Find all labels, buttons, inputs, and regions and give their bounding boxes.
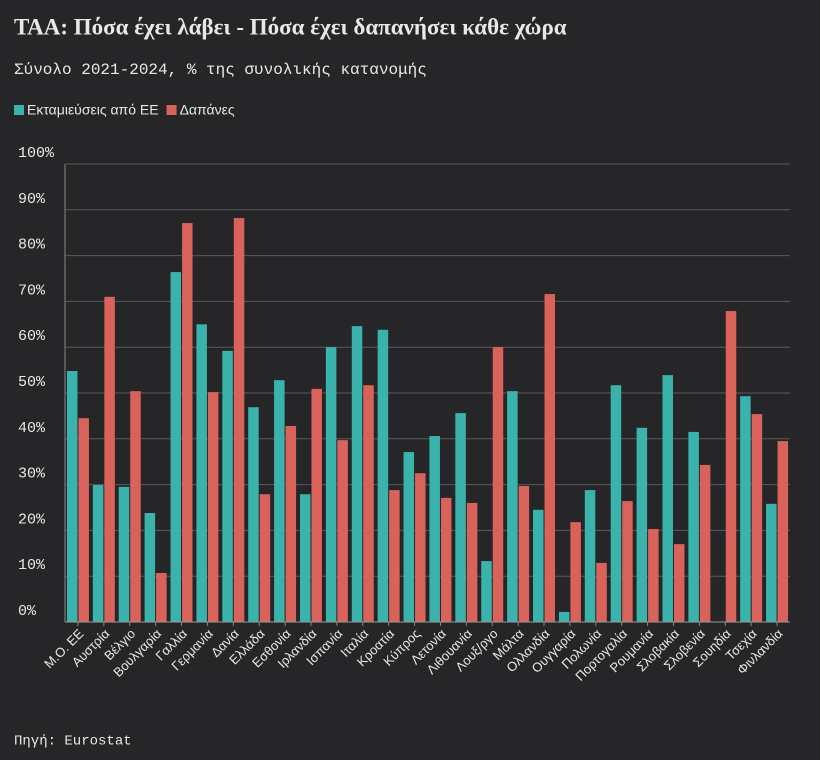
- bar: [285, 425, 297, 622]
- bar: [299, 494, 311, 622]
- bar: [699, 464, 711, 622]
- bar: [622, 501, 633, 622]
- bar: [182, 223, 193, 622]
- bar: [636, 427, 648, 622]
- bar: [740, 396, 751, 622]
- bar: [311, 388, 322, 622]
- bar: [363, 385, 374, 622]
- bar: [429, 436, 440, 622]
- bar: [751, 414, 763, 622]
- legend: Εκταμιεύσεις από ΕΕ Δαπάνες: [14, 102, 235, 118]
- legend-label: Εκταμιεύσεις από ΕΕ: [27, 102, 159, 118]
- bar: [570, 522, 581, 622]
- y-tick-label: 40%: [18, 420, 46, 437]
- bar: [544, 294, 556, 622]
- bar: [518, 485, 530, 622]
- bar: [466, 502, 478, 622]
- y-tick-label: 70%: [18, 282, 46, 299]
- bar: [610, 385, 622, 622]
- bar: [440, 497, 452, 622]
- bar: [130, 391, 141, 622]
- bar: [584, 490, 596, 622]
- bar: [389, 490, 400, 622]
- y-tick-label: 30%: [18, 466, 46, 483]
- source: Πηγή: Eurostat: [14, 734, 132, 750]
- bar: [222, 350, 233, 622]
- bar: [351, 326, 363, 622]
- legend-label: Δαπάνες: [180, 102, 235, 118]
- y-tick-label: 0%: [18, 603, 37, 620]
- y-tick-label: 90%: [18, 191, 46, 208]
- bar: [455, 413, 466, 622]
- bar: [533, 509, 544, 622]
- bar: [492, 347, 504, 622]
- y-tick-label: 80%: [18, 237, 46, 254]
- bar: [118, 486, 130, 622]
- bar: [725, 311, 737, 622]
- bar: [66, 371, 78, 622]
- bar: [104, 296, 115, 622]
- bar: [481, 561, 492, 622]
- bar: [596, 562, 607, 622]
- bar: [648, 529, 659, 622]
- bar: [170, 272, 182, 622]
- bar: [377, 329, 389, 622]
- legend-swatch: [14, 105, 24, 115]
- y-tick-label: 10%: [18, 557, 46, 574]
- bar: [259, 494, 271, 622]
- bar: [337, 440, 348, 622]
- bar: [325, 347, 337, 622]
- bar: [403, 452, 415, 622]
- y-tick-label: 50%: [18, 374, 46, 391]
- bar: [196, 324, 207, 622]
- bar: [92, 485, 104, 622]
- bar: [233, 218, 245, 622]
- y-tick-label: 20%: [18, 511, 46, 528]
- bar: [144, 512, 156, 622]
- bar: [78, 418, 89, 622]
- chart-title: ΤΑΑ: Πόσα έχει λάβει - Πόσα έχει δαπανήσ…: [14, 14, 567, 39]
- bar: [156, 572, 167, 622]
- bar: [415, 473, 426, 622]
- bar: [777, 441, 789, 622]
- bar: [248, 407, 259, 622]
- bar: [558, 611, 570, 622]
- bar: [766, 503, 777, 622]
- bar: [274, 380, 285, 622]
- bar: [507, 391, 518, 622]
- y-tick-label: 60%: [18, 328, 46, 345]
- bar: [207, 392, 219, 622]
- bar: [662, 375, 673, 622]
- chart-subtitle: Σύνολο 2021-2024, % της συνολικής κατανο…: [14, 61, 427, 79]
- y-tick-label: 100%: [18, 145, 55, 162]
- bar: [688, 431, 699, 622]
- legend-swatch: [166, 105, 177, 115]
- bar: [673, 544, 685, 622]
